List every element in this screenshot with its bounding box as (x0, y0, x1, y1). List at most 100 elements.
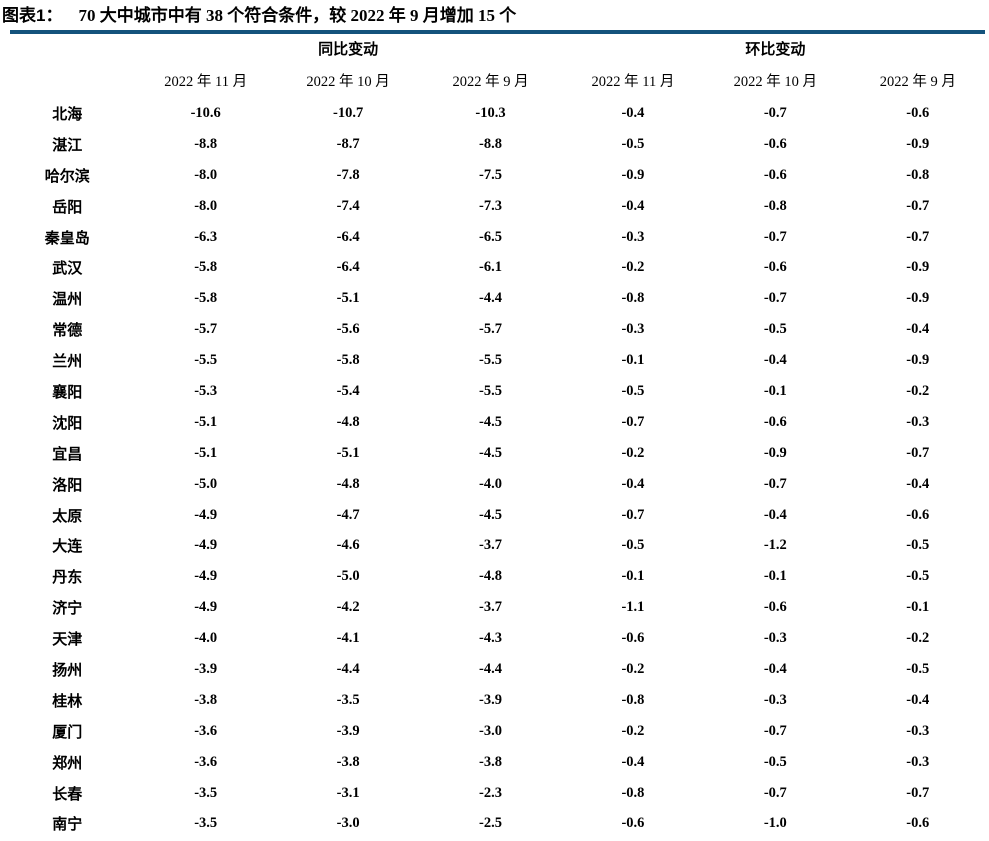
value-cell: -8.8 (479, 135, 502, 152)
value-cell: -0.1 (763, 382, 787, 399)
value-cell: -0.9 (906, 135, 930, 152)
city-cell: 太原 (52, 507, 83, 525)
value-cell: -5.1 (194, 444, 218, 461)
group-header-row: 同比变动 环比变动 (0, 34, 989, 62)
value-cell: -7.8 (336, 166, 360, 183)
table-row: 北海 -10.6 -10.7 -10.3 -0.4 -0.7 -0.6 (0, 98, 989, 129)
table-row: 扬州 -3.9 -4.4 -4.4 -0.2 -0.4 -0.5 (0, 654, 989, 685)
value-cell: -8.7 (336, 135, 360, 152)
value-cell: -0.6 (763, 166, 787, 183)
value-cell: -3.9 (194, 660, 218, 677)
value-cell: -1.0 (763, 815, 787, 832)
value-cell: -4.9 (194, 568, 218, 585)
value-cell: -3.9 (336, 722, 360, 739)
table-row: 长春 -3.5 -3.1 -2.3 -0.8 -0.7 -0.7 (0, 778, 989, 809)
city-cell: 长春 (52, 785, 83, 803)
value-cell: -0.8 (621, 290, 645, 307)
value-cell: -0.6 (906, 104, 930, 121)
table-row: 武汉 -5.8 -6.4 -6.1 -0.2 -0.6 -0.9 (0, 252, 989, 283)
value-cell: -3.5 (336, 691, 360, 708)
value-cell: -0.7 (621, 413, 645, 430)
city-cell: 北海 (52, 105, 83, 123)
value-cell: -0.7 (906, 784, 930, 801)
city-cell: 桂林 (52, 692, 83, 710)
value-cell: -3.6 (194, 722, 218, 739)
value-cell: -0.7 (906, 197, 930, 214)
value-cell: -4.5 (479, 506, 502, 523)
value-cell: -3.8 (336, 753, 360, 770)
value-cell: -4.2 (336, 599, 360, 616)
city-cell: 岳阳 (52, 198, 83, 216)
table-row: 襄阳 -5.3 -5.4 -5.5 -0.5 -0.1 -0.2 (0, 376, 989, 407)
value-cell: -0.5 (621, 537, 645, 554)
value-cell: -0.4 (621, 475, 645, 492)
table-head: 同比变动 环比变动 2022 年 11 月 2022 年 10 月 2022 年 9… (0, 34, 989, 98)
table-row: 郑州 -3.6 -3.8 -3.8 -0.4 -0.5 -0.3 (0, 747, 989, 778)
value-cell: -5.8 (194, 290, 218, 307)
value-cell: -3.5 (194, 784, 218, 801)
value-cell: -0.4 (906, 475, 930, 492)
value-cell: -0.2 (906, 630, 930, 647)
table-row: 洛阳 -5.0 -4.8 -4.0 -0.4 -0.7 -0.4 (0, 469, 989, 500)
value-cell: -6.4 (336, 259, 360, 276)
value-cell: -0.1 (763, 568, 787, 585)
value-cell: -0.7 (763, 228, 787, 245)
value-cell: -0.2 (621, 259, 645, 276)
value-cell: -5.8 (336, 352, 360, 369)
value-cell: -0.5 (621, 135, 645, 152)
column-header-row: 2022 年 11 月 2022 年 10 月 2022 年 9 月 2022 年 1… (0, 62, 989, 98)
table-row: 济宁 -4.9 -4.2 -3.7 -1.1 -0.6 -0.1 (0, 592, 989, 623)
value-cell: -0.4 (621, 753, 645, 770)
value-cell: -3.5 (194, 815, 218, 832)
value-cell: -5.8 (194, 259, 218, 276)
value-cell: -0.6 (763, 259, 787, 276)
exhibit-title-text: 70 大中城市中有 38 个符合条件，较 2022 年 9 月增加 15 个 (78, 6, 517, 25)
value-cell: -0.5 (906, 537, 930, 554)
value-cell: -0.9 (906, 259, 930, 276)
value-cell: -5.1 (194, 413, 218, 430)
value-cell: -4.6 (336, 537, 360, 554)
value-cell: -4.4 (479, 660, 502, 677)
value-cell: -0.9 (763, 444, 787, 461)
value-cell: -0.6 (906, 815, 930, 832)
table-row: 太原 -4.9 -4.7 -4.5 -0.7 -0.4 -0.6 (0, 500, 989, 531)
value-cell: -8.0 (194, 166, 218, 183)
table-row: 厦门 -3.6 -3.9 -3.0 -0.2 -0.7 -0.3 (0, 716, 989, 747)
value-cell: -5.0 (194, 475, 218, 492)
value-cell: -4.7 (336, 506, 360, 523)
value-cell: -4.4 (336, 660, 360, 677)
value-cell: -0.4 (763, 506, 787, 523)
value-cell: -0.7 (906, 444, 930, 461)
value-cell: -1.2 (763, 537, 787, 554)
value-cell: -0.3 (763, 691, 787, 708)
value-cell: -0.3 (906, 753, 930, 770)
value-cell: -0.1 (621, 352, 645, 369)
table-row: 秦皇岛 -6.3 -6.4 -6.5 -0.3 -0.7 -0.7 (0, 222, 989, 253)
value-cell: -3.8 (194, 691, 218, 708)
group-header-mom: 环比变动 (745, 40, 806, 58)
value-cell: -2.5 (479, 815, 502, 832)
value-cell: -0.4 (763, 660, 787, 677)
table-row: 桂林 -3.8 -3.5 -3.9 -0.8 -0.3 -0.4 (0, 685, 989, 716)
value-cell: -0.4 (763, 352, 787, 369)
value-cell: -0.7 (763, 784, 787, 801)
value-cell: -7.5 (479, 166, 502, 183)
value-cell: -0.8 (621, 784, 645, 801)
city-cell: 宜昌 (52, 445, 83, 463)
value-cell: -5.0 (336, 568, 360, 585)
value-cell: -0.6 (621, 815, 645, 832)
value-cell: -5.6 (336, 321, 360, 338)
city-cell: 沈阳 (52, 414, 83, 432)
city-cell: 厦门 (52, 723, 83, 741)
value-cell: -0.3 (621, 228, 645, 245)
value-cell: -4.8 (336, 475, 360, 492)
value-cell: -0.7 (621, 506, 645, 523)
city-cell: 襄阳 (52, 383, 83, 401)
city-cell: 常德 (52, 322, 83, 340)
value-cell: -7.4 (336, 197, 360, 214)
value-cell: -0.3 (906, 722, 930, 739)
value-cell: -0.4 (906, 691, 930, 708)
table-row: 丹东 -4.9 -5.0 -4.8 -0.1 -0.1 -0.5 (0, 561, 989, 592)
value-cell: -3.8 (479, 753, 502, 770)
value-cell: -5.5 (479, 352, 502, 369)
